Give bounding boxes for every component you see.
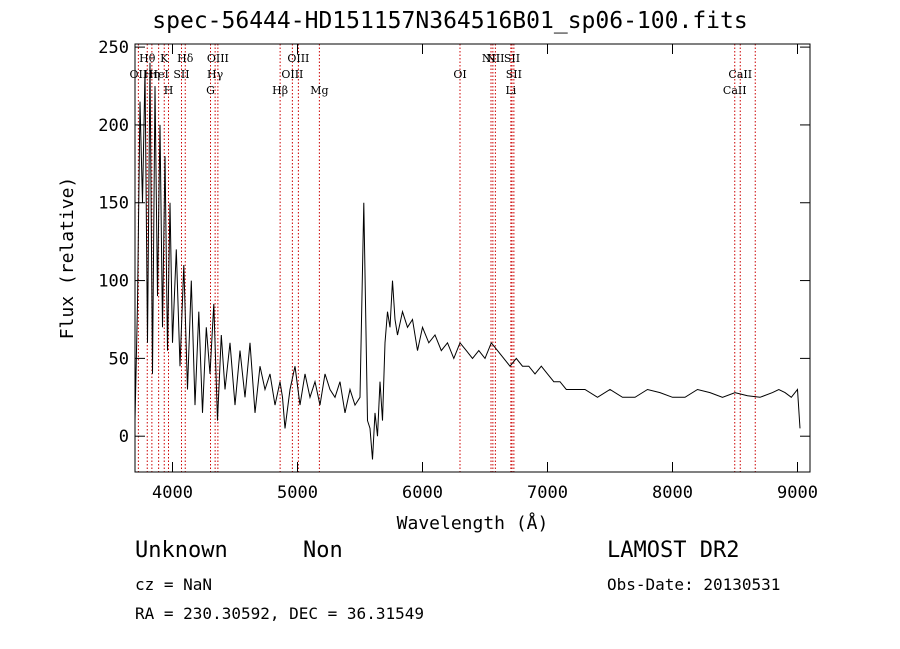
line-marker-label: G <box>206 84 215 97</box>
line-marker-label: NII <box>482 52 500 65</box>
x-tick-label: 6000 <box>402 483 443 503</box>
line-marker-label: SII <box>504 52 520 65</box>
spectrum-series <box>134 62 801 460</box>
line-marker-label: Hη <box>144 68 160 81</box>
y-tick-label: 150 <box>98 194 129 214</box>
y-tick-label: 250 <box>98 38 129 58</box>
y-tick-label: 50 <box>109 349 129 369</box>
subclass-label: Non <box>303 538 343 563</box>
line-marker-label: Hγ <box>207 68 224 81</box>
line-marker-label: CaII <box>728 68 752 81</box>
x-tick-label: 7000 <box>527 483 568 503</box>
line-marker-label: OIII <box>207 52 229 65</box>
line-marker-label: Li <box>505 84 516 97</box>
plot-frame <box>134 43 811 473</box>
redshift-label: cz = NaN <box>135 575 213 594</box>
obs-date-label: Obs-Date: 20130531 <box>607 575 781 594</box>
line-marker-label: Hδ <box>177 52 194 65</box>
line-marker-label: OIII <box>281 68 303 81</box>
x-tick-label: 9000 <box>777 483 818 503</box>
axes: 4000 5000 6000 7000 8000 9000 0 50 100 150 200 250 <box>98 38 818 503</box>
line-marker-label: OIII <box>287 52 309 65</box>
line-marker-label: CaII <box>723 84 747 97</box>
y-tick-label: 100 <box>98 272 129 292</box>
line-marker-label: OII <box>130 68 148 81</box>
line-marker-label: OI <box>453 68 466 81</box>
x-tick-label: 8000 <box>652 483 693 503</box>
class-label: Unknown <box>135 538 228 563</box>
spectrum-line <box>134 62 801 460</box>
line-marker-label: SII <box>506 68 522 81</box>
line-marker-label: K <box>160 52 169 65</box>
y-tick-label: 200 <box>98 116 129 136</box>
line-marker-label: HeI <box>148 68 168 81</box>
line-marker-label: H <box>164 84 174 97</box>
x-tick-label: 5000 <box>277 483 318 503</box>
line-marker-label: Mg <box>310 84 328 97</box>
x-tick-label: 4000 <box>152 483 193 503</box>
coords-label: RA = 230.30592, DEC = 36.31549 <box>135 604 424 623</box>
x-axis-label: Wavelength (Å) <box>397 512 549 534</box>
line-marker-label: SII <box>173 68 189 81</box>
line-marker-label: Hθ <box>139 52 156 65</box>
y-tick-label: 0 <box>119 427 129 447</box>
line-marker-label: Hβ <box>272 84 288 97</box>
survey-label: LAMOST DR2 <box>607 538 740 563</box>
y-axis-label: Flux (relative) <box>57 177 78 340</box>
line-markers <box>137 44 756 472</box>
line-marker-label: NII <box>486 52 504 65</box>
chart-title: spec-56444-HD151157N364516B01_sp06-100.f… <box>152 8 748 34</box>
